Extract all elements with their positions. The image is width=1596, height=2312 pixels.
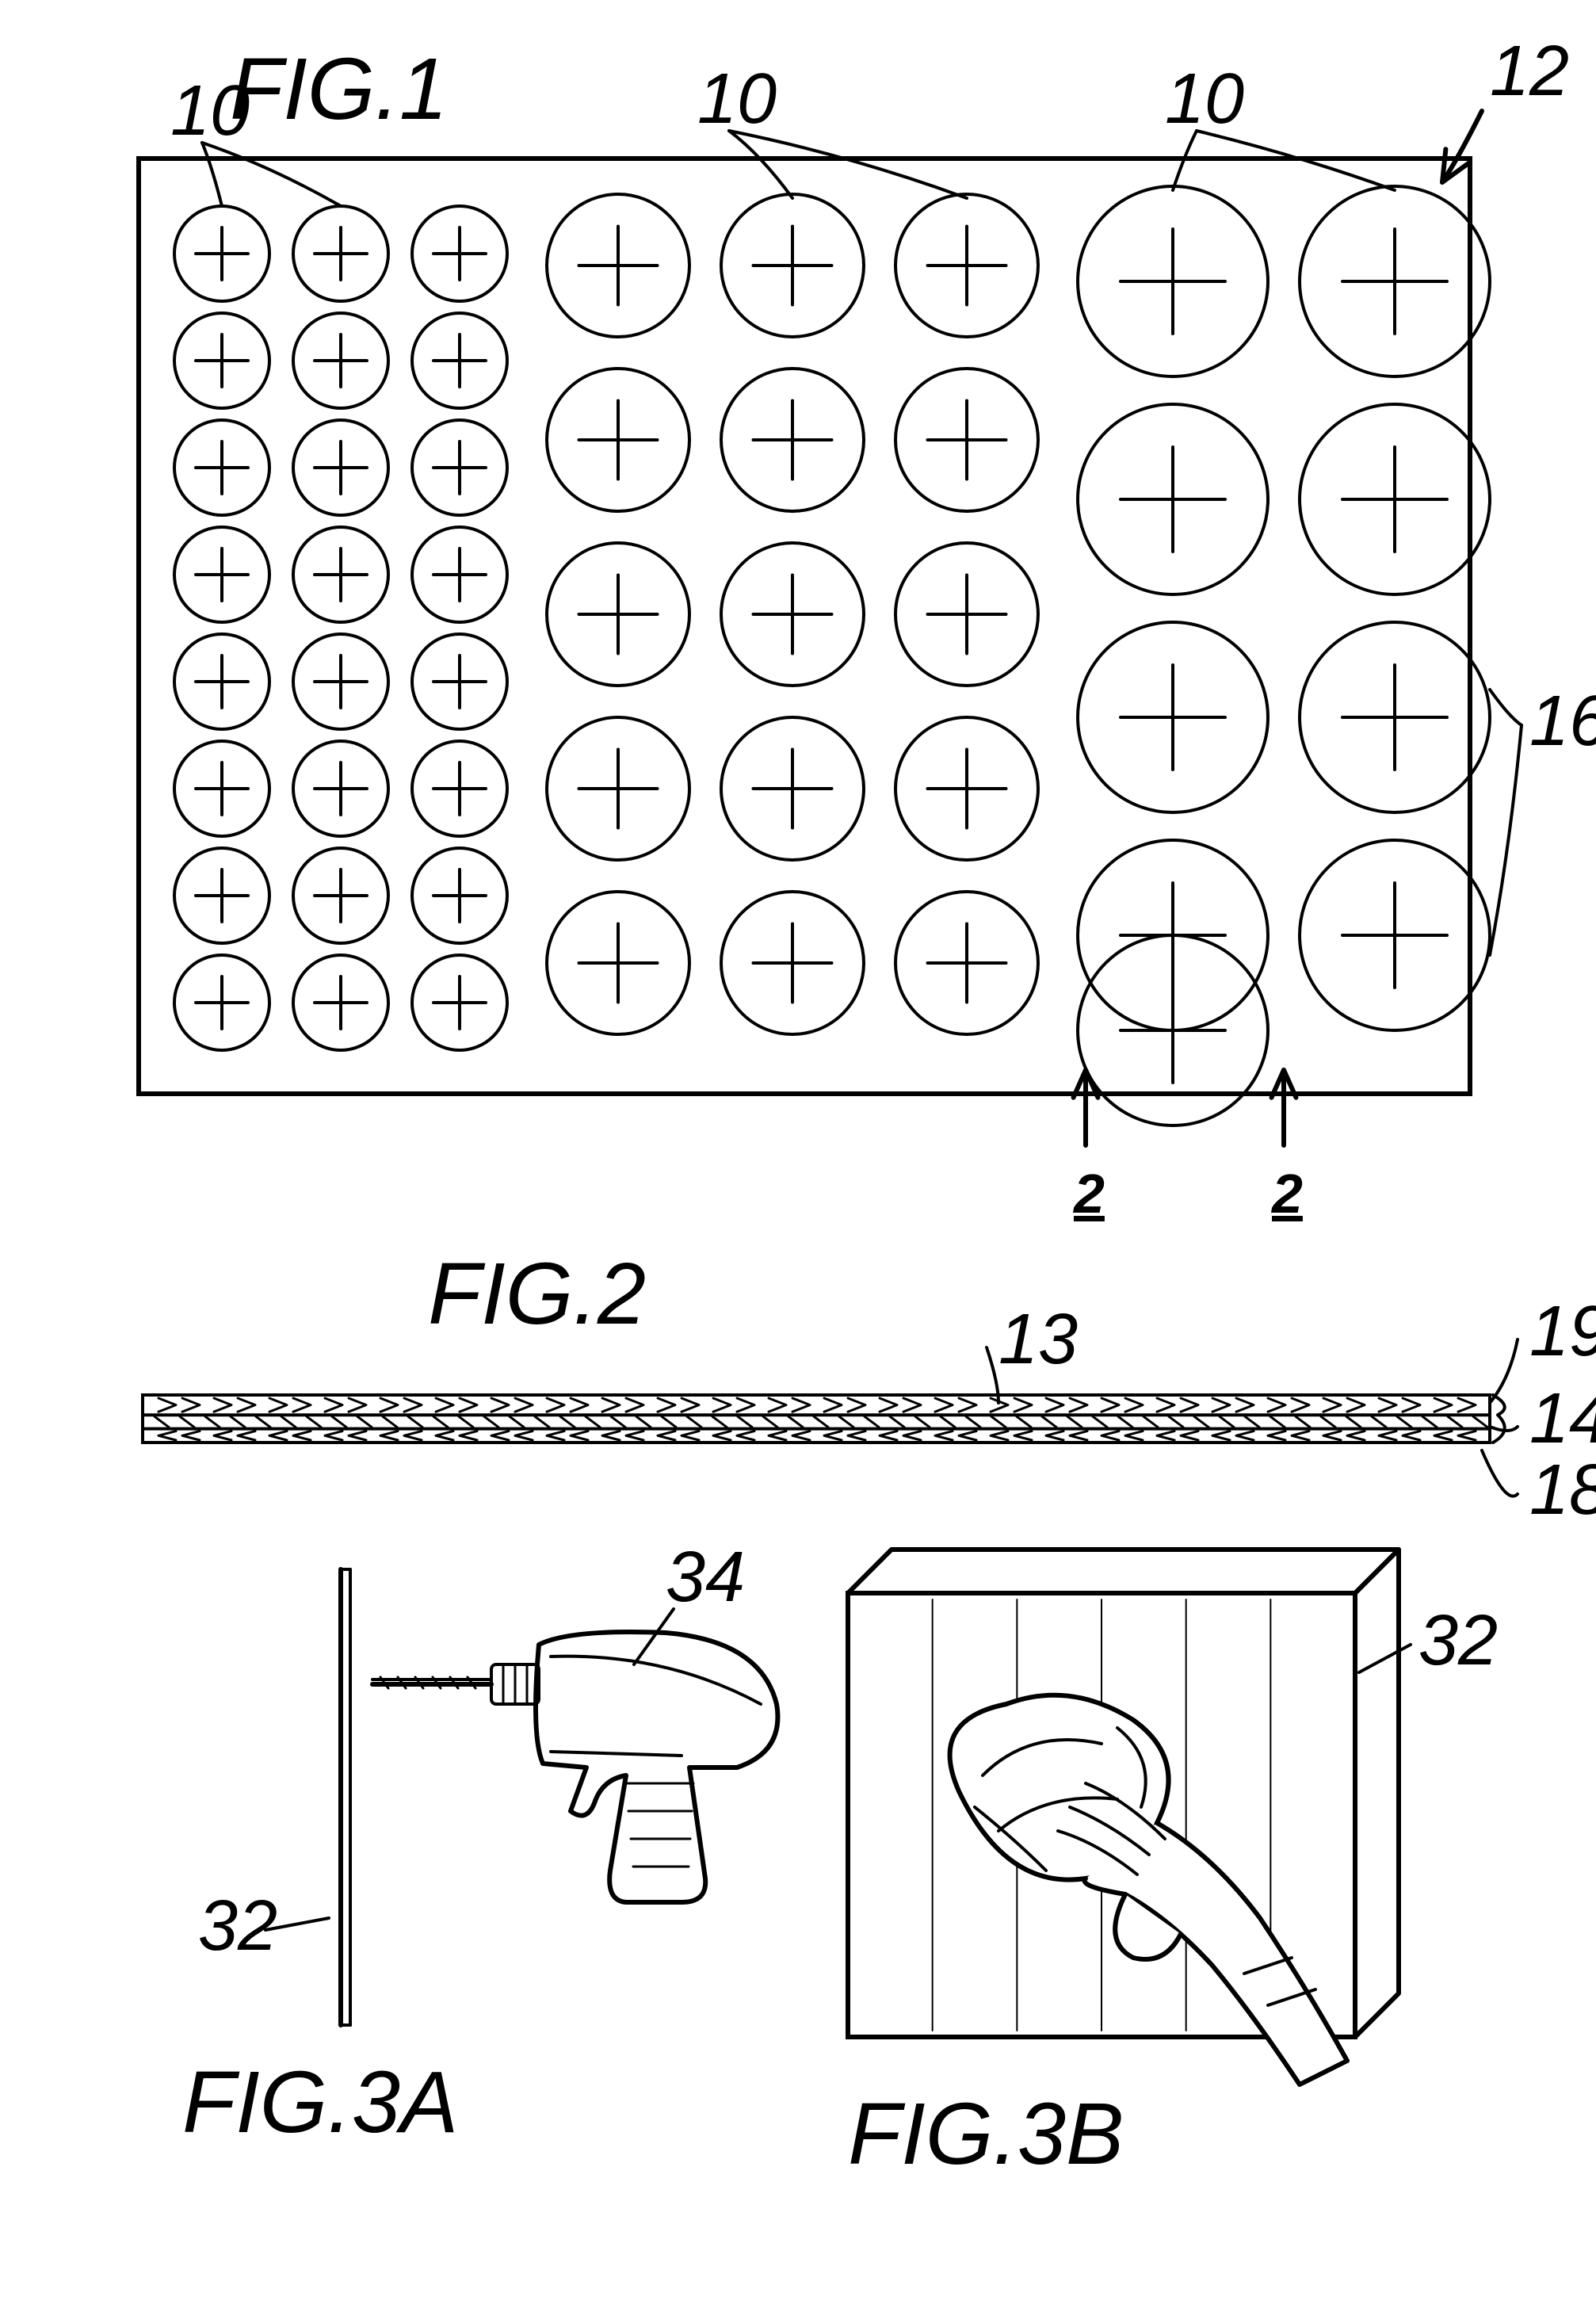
target-circle (721, 892, 864, 1034)
fig3b-title: FIG.3B (848, 2085, 1124, 2183)
fig-3a: FIG.3A 32 34 (182, 1538, 777, 2151)
ref-numeral-16: 16 (1529, 682, 1596, 761)
target-circle (174, 527, 269, 622)
target-circle (293, 420, 388, 515)
target-circle (412, 955, 507, 1050)
target-circle (895, 543, 1038, 686)
ref-numeral-12: 12 (1490, 32, 1569, 111)
target-circle (412, 527, 507, 622)
target-circle (895, 194, 1038, 337)
patent-figure-page: FIG.1101010121622FIG.213191418FIG.3A3234… (0, 0, 1596, 2312)
target-circle (721, 543, 864, 686)
target-circle (293, 313, 388, 408)
target-circle (412, 848, 507, 943)
target-circle (174, 206, 269, 301)
target-circle (293, 527, 388, 622)
ref-numeral-32: 32 (198, 1886, 277, 1966)
fig1-border (139, 159, 1470, 1094)
target-circle (895, 892, 1038, 1034)
target-circle (1078, 186, 1268, 376)
target-circle (721, 194, 864, 337)
target-circle (547, 369, 689, 511)
target-circle (174, 848, 269, 943)
target-circle (293, 955, 388, 1050)
target-circle (547, 194, 689, 337)
ref-numeral-10: 10 (170, 71, 250, 151)
target-circle (895, 369, 1038, 511)
ref-numeral-18: 18 (1529, 1450, 1596, 1530)
ref-numeral-14: 14 (1529, 1379, 1596, 1458)
section-arrow-num: 2 (1072, 1163, 1105, 1225)
target-circle (412, 313, 507, 408)
target-circle (1300, 622, 1490, 812)
target-circle (1300, 404, 1490, 594)
target-circle (1300, 840, 1490, 1030)
target-circle (412, 206, 507, 301)
ref-numeral-10: 10 (697, 59, 777, 139)
target-circle (174, 741, 269, 836)
target-circle (293, 848, 388, 943)
ref-numeral-32: 32 (1418, 1601, 1498, 1680)
ref-numeral-34: 34 (666, 1538, 745, 1617)
fig1-title: FIG.1 (230, 40, 448, 138)
ref-numeral-10: 10 (1165, 59, 1244, 139)
target-circle (293, 741, 388, 836)
target-circle (1078, 622, 1268, 812)
fig-3b: FIG.3B 32 (848, 1550, 1498, 2183)
drawing-canvas: FIG.1101010121622FIG.213191418FIG.3A3234… (0, 0, 1596, 2312)
target-circle (1078, 404, 1268, 594)
ref-numeral-19: 19 (1529, 1292, 1596, 1371)
target-circle (293, 634, 388, 729)
target-circle (412, 420, 507, 515)
target-circle (174, 634, 269, 729)
section-arrow-num: 2 (1270, 1163, 1303, 1225)
target-circle (547, 543, 689, 686)
target-circle (1300, 186, 1490, 376)
fig2-title: FIG.2 (428, 1245, 646, 1343)
target-circle (721, 717, 864, 860)
fig3a-title: FIG.3A (182, 2054, 458, 2151)
ref-numeral-13: 13 (998, 1300, 1078, 1379)
target-circle (293, 206, 388, 301)
target-circle (721, 369, 864, 511)
target-circle (895, 717, 1038, 860)
fig-1: FIG.1101010121622 (139, 32, 1596, 1225)
target-circle (174, 313, 269, 408)
target-circle (547, 717, 689, 860)
target-circle (412, 634, 507, 729)
target-circle (412, 741, 507, 836)
target-circle (547, 892, 689, 1034)
target-circle (174, 420, 269, 515)
target-circle (174, 955, 269, 1050)
fig-2: FIG.2 13 19 1418 (143, 1245, 1596, 1530)
